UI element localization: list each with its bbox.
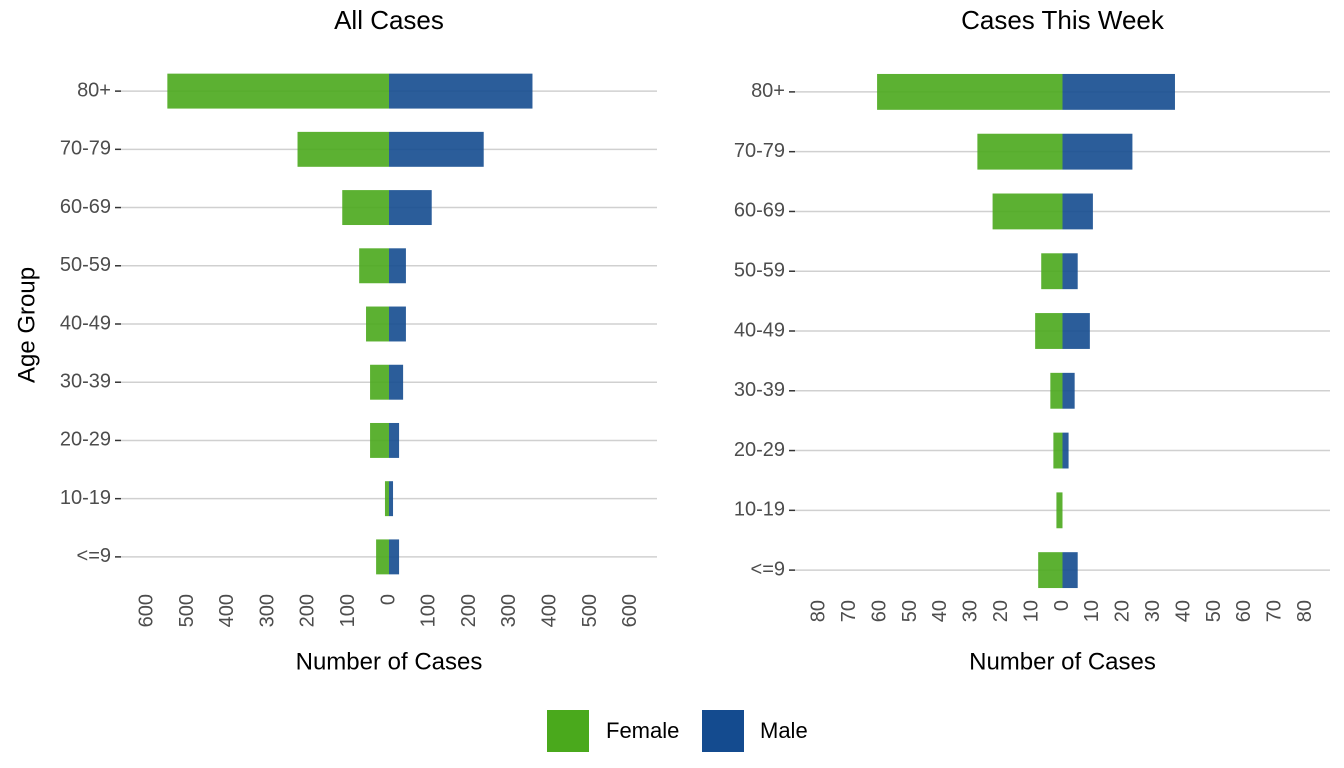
bar bbox=[384, 481, 389, 517]
x-tick-label: 100 bbox=[418, 594, 440, 627]
bar bbox=[389, 131, 484, 167]
y-tick-label: 10-19 bbox=[60, 487, 111, 509]
bar bbox=[389, 539, 400, 575]
x-tick-label: 60 bbox=[868, 600, 890, 622]
x-tick-label: 600 bbox=[135, 594, 157, 627]
legend-label: Male bbox=[760, 718, 808, 743]
x-tick-label: 50 bbox=[899, 600, 921, 622]
x-tick-label: 70 bbox=[1264, 600, 1286, 622]
bar bbox=[1038, 552, 1063, 589]
bar bbox=[1062, 193, 1093, 230]
bar bbox=[992, 193, 1063, 230]
chart-title: All Cases bbox=[334, 5, 444, 35]
y-tick-label: 50-59 bbox=[734, 260, 785, 282]
x-tick-label: 20 bbox=[990, 600, 1012, 622]
bar bbox=[389, 190, 432, 226]
y-tick-label: 70-79 bbox=[60, 138, 111, 160]
x-axis-title: Number of Cases bbox=[296, 648, 483, 675]
x-tick-label: 200 bbox=[297, 594, 319, 627]
bar bbox=[1062, 133, 1133, 170]
bar bbox=[1053, 432, 1063, 469]
x-tick-label: 300 bbox=[256, 594, 278, 627]
bar bbox=[1062, 432, 1069, 469]
bar bbox=[1062, 372, 1075, 409]
legend-label: Female bbox=[606, 718, 679, 743]
bar bbox=[389, 306, 406, 342]
x-tick-label: 70 bbox=[838, 600, 860, 622]
bar bbox=[297, 131, 389, 167]
bar bbox=[389, 73, 533, 109]
bar bbox=[389, 364, 404, 400]
x-tick-label: 80 bbox=[808, 600, 830, 622]
x-tick-label: 10 bbox=[1020, 600, 1042, 622]
x-tick-label: 60 bbox=[1233, 600, 1255, 622]
y-tick-label: 80+ bbox=[751, 80, 785, 102]
x-tick-label: 100 bbox=[337, 594, 359, 627]
y-tick-label: 30-39 bbox=[60, 371, 111, 393]
x-tick-label: 500 bbox=[579, 594, 601, 627]
bar bbox=[376, 539, 389, 575]
y-tick-label: 70-79 bbox=[734, 140, 785, 162]
y-tick-label: 20-29 bbox=[734, 439, 785, 461]
y-tick-label: 10-19 bbox=[734, 499, 785, 521]
y-tick-label: 80+ bbox=[77, 79, 111, 101]
y-tick-label: 20-29 bbox=[60, 429, 111, 451]
bar bbox=[389, 481, 394, 517]
y-tick-label: 40-49 bbox=[60, 312, 111, 334]
y-axis-title: Age Group bbox=[13, 267, 40, 383]
x-tick-label: 30 bbox=[960, 600, 982, 622]
x-tick-label: 500 bbox=[176, 594, 198, 627]
bar bbox=[366, 306, 389, 342]
bar bbox=[1035, 313, 1063, 349]
y-tick-label: 50-59 bbox=[60, 254, 111, 276]
bar bbox=[1062, 253, 1078, 290]
bar bbox=[389, 422, 400, 458]
y-tick-label: <=9 bbox=[77, 545, 111, 567]
x-tick-label: 20 bbox=[1112, 600, 1134, 622]
bar bbox=[977, 133, 1063, 170]
chart-title: Cases This Week bbox=[961, 5, 1165, 35]
x-tick-label: 400 bbox=[216, 594, 238, 627]
bar bbox=[389, 248, 406, 284]
x-tick-label: 80 bbox=[1294, 600, 1316, 622]
x-tick-label: 30 bbox=[1142, 600, 1164, 622]
x-tick-label: 200 bbox=[458, 594, 480, 627]
y-tick-label: 30-39 bbox=[734, 379, 785, 401]
bar bbox=[1062, 552, 1078, 589]
x-tick-label: 300 bbox=[498, 594, 520, 627]
bar bbox=[877, 73, 1063, 110]
x-tick-label: 400 bbox=[538, 594, 560, 627]
bar bbox=[370, 422, 389, 458]
bar bbox=[1056, 492, 1063, 529]
bar bbox=[1062, 73, 1175, 110]
legend-swatch bbox=[702, 710, 744, 752]
bar bbox=[370, 364, 389, 400]
bar bbox=[342, 190, 389, 226]
y-tick-label: 60-69 bbox=[734, 200, 785, 222]
y-tick-label: <=9 bbox=[751, 558, 785, 580]
legend-swatch bbox=[547, 710, 589, 752]
y-tick-label: 40-49 bbox=[734, 319, 785, 341]
x-tick-label: 40 bbox=[929, 600, 951, 622]
x-tick-label: 50 bbox=[1203, 600, 1225, 622]
bar bbox=[1050, 372, 1063, 409]
bar bbox=[359, 248, 389, 284]
bar bbox=[167, 73, 389, 109]
bar bbox=[1062, 313, 1090, 349]
y-tick-label: 60-69 bbox=[60, 196, 111, 218]
x-tick-label: 0 bbox=[377, 594, 399, 605]
bar bbox=[1041, 253, 1063, 290]
x-axis-title: Number of Cases bbox=[969, 648, 1156, 675]
x-tick-label: 10 bbox=[1081, 600, 1103, 622]
x-tick-label: 600 bbox=[619, 594, 641, 627]
x-tick-label: 40 bbox=[1172, 600, 1194, 622]
x-tick-label: 0 bbox=[1051, 600, 1073, 611]
